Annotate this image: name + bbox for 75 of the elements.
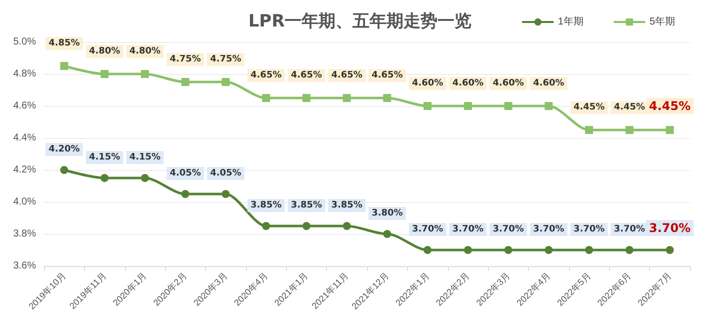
- data-label: 4.45%: [648, 99, 691, 113]
- data-label: 4.20%: [48, 144, 80, 154]
- point: [302, 222, 310, 230]
- point: [342, 222, 351, 230]
- point: [585, 246, 594, 254]
- legend-label: 5年期: [649, 16, 675, 28]
- point: [383, 230, 392, 238]
- data-label: 4.60%: [452, 78, 484, 88]
- point: [383, 94, 392, 102]
- data-label: 4.45%: [573, 102, 605, 112]
- data-label: 4.80%: [88, 46, 120, 56]
- point: [666, 126, 674, 134]
- y-tick-label: 4.8%: [13, 68, 36, 80]
- point: [342, 94, 351, 102]
- data-label: 4.05%: [170, 168, 201, 178]
- data-label: 4.15%: [88, 152, 120, 162]
- point: [424, 102, 432, 110]
- data-label: 4.65%: [331, 70, 362, 80]
- data-label: 3.85%: [331, 200, 362, 210]
- y-tick-label: 5.0%: [13, 36, 36, 48]
- data-label: 4.75%: [210, 54, 242, 64]
- data-label: 3.70%: [573, 224, 605, 234]
- point: [100, 70, 109, 78]
- point: [666, 246, 674, 254]
- point: [60, 166, 68, 174]
- y-tick-label: 3.8%: [13, 228, 36, 240]
- point: [181, 78, 190, 86]
- data-label: 4.60%: [492, 78, 524, 88]
- data-label: 4.85%: [48, 38, 80, 48]
- data-label: 3.85%: [250, 200, 282, 210]
- legend-label: 1年期: [558, 16, 584, 28]
- point: [222, 190, 230, 198]
- point: [181, 190, 190, 198]
- y-tick-label: 4.0%: [13, 196, 36, 208]
- data-label: 3.70%: [452, 224, 484, 234]
- data-label: 3.80%: [372, 208, 403, 218]
- data-label: 4.75%: [170, 54, 201, 64]
- data-label: 3.70%: [648, 221, 691, 235]
- point: [464, 102, 472, 110]
- data-label: 4.60%: [412, 78, 444, 88]
- point: [302, 94, 310, 102]
- point: [60, 62, 68, 70]
- point: [140, 174, 149, 182]
- point: [140, 70, 149, 78]
- point: [222, 78, 230, 86]
- point: [100, 174, 109, 182]
- data-label: 4.05%: [210, 168, 242, 178]
- chart-title: LPR一年期、五年期走势一览: [248, 12, 472, 32]
- data-label: 4.65%: [372, 70, 403, 80]
- data-label: 3.85%: [290, 200, 322, 210]
- point: [625, 246, 634, 254]
- data-label: 4.45%: [614, 102, 646, 112]
- data-label: 4.80%: [129, 46, 161, 56]
- point: [262, 222, 270, 230]
- data-label: 4.60%: [533, 78, 564, 88]
- data-label: 4.65%: [250, 70, 282, 80]
- data-label: 4.15%: [129, 152, 161, 162]
- point: [504, 102, 512, 110]
- point: [262, 94, 270, 102]
- point: [544, 102, 553, 110]
- data-label: 3.70%: [492, 224, 524, 234]
- point: [625, 126, 634, 134]
- y-tick-label: 4.6%: [13, 100, 36, 112]
- data-label: 3.70%: [533, 224, 564, 234]
- point: [544, 246, 553, 254]
- point: [504, 246, 512, 254]
- data-label: 3.70%: [614, 224, 646, 234]
- data-label: 3.70%: [412, 224, 444, 234]
- point: [464, 246, 472, 254]
- point: [585, 126, 594, 134]
- data-label: 4.65%: [290, 70, 322, 80]
- y-tick-label: 3.6%: [13, 260, 36, 272]
- y-tick-label: 4.2%: [13, 164, 36, 176]
- y-tick-label: 4.4%: [13, 132, 36, 144]
- point: [424, 246, 432, 254]
